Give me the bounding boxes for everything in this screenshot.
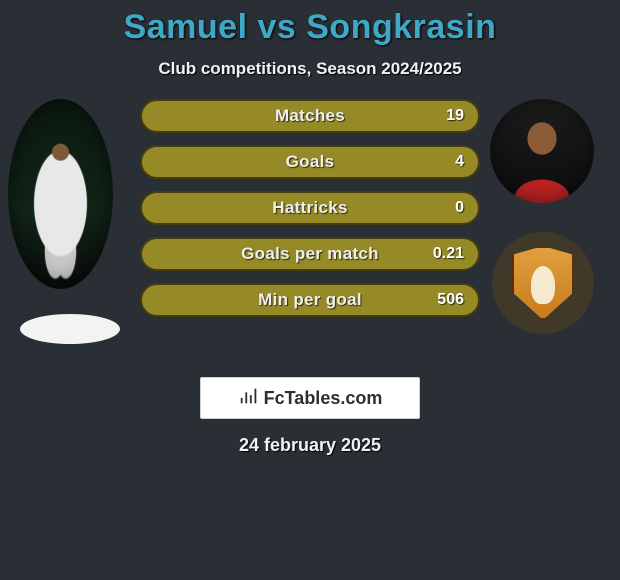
player-right-club-crest — [492, 232, 594, 334]
bar-chart-icon — [238, 385, 260, 412]
stat-pill: Matches 19 — [140, 99, 480, 133]
comparison-panel: Matches 19 Goals 4 Hattricks 0 Goals per… — [0, 99, 620, 359]
stat-value-right: 4 — [455, 153, 464, 171]
stat-value-right: 0 — [455, 199, 464, 217]
stat-label: Matches — [275, 106, 345, 126]
stat-pill-list: Matches 19 Goals 4 Hattricks 0 Goals per… — [140, 99, 480, 329]
page-subtitle: Club competitions, Season 2024/2025 — [0, 59, 620, 79]
shield-icon — [512, 246, 574, 320]
player-left-photo — [8, 99, 113, 289]
brand-text: FcTables.com — [264, 388, 383, 409]
stat-label: Min per goal — [258, 290, 362, 310]
brand-badge: FcTables.com — [200, 377, 420, 419]
stat-label: Goals — [286, 152, 335, 172]
date-text: 24 february 2025 — [0, 435, 620, 456]
player-left-club-blob — [20, 314, 120, 344]
stat-pill: Goals 4 — [140, 145, 480, 179]
root: Samuel vs Songkrasin Club competitions, … — [0, 0, 620, 456]
stat-pill: Goals per match 0.21 — [140, 237, 480, 271]
stat-pill: Min per goal 506 — [140, 283, 480, 317]
stat-label: Hattricks — [272, 198, 347, 218]
player-right-photo — [490, 99, 594, 203]
stat-pill: Hattricks 0 — [140, 191, 480, 225]
stat-value-right: 0.21 — [433, 245, 464, 263]
stat-label: Goals per match — [241, 244, 379, 264]
stat-value-right: 506 — [437, 291, 464, 309]
stat-value-right: 19 — [446, 107, 464, 125]
page-title: Samuel vs Songkrasin — [0, 8, 620, 47]
